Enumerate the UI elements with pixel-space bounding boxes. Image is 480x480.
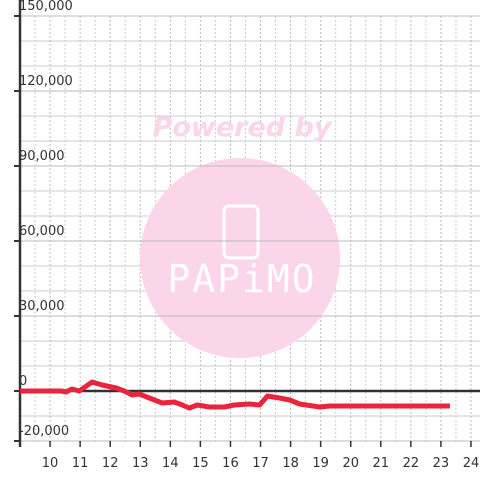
x-tick-label: 18 (282, 456, 299, 471)
x-tick-label: 10 (42, 456, 59, 471)
watermark: Powered by PAPiMO (140, 112, 340, 358)
watermark-brand: PAPiMO (167, 257, 316, 301)
x-tick-label: 12 (102, 456, 119, 471)
y-tick-label: 60,000 (19, 224, 65, 239)
x-tick-label: 14 (162, 456, 179, 471)
x-tick-label: 22 (403, 456, 420, 471)
data-line (20, 379, 450, 411)
x-tick-label: 15 (192, 456, 209, 471)
y-tick-label: 30,000 (19, 299, 65, 314)
x-tick-label: 13 (132, 456, 149, 471)
x-tick-label: 20 (342, 456, 359, 471)
watermark-caption: Powered by (153, 112, 333, 143)
x-tick-label: 11 (72, 456, 89, 471)
x-tick-label: 19 (312, 456, 329, 471)
y-tick-label: 120,000 (19, 74, 73, 89)
y-tick-label: -20,000 (19, 424, 69, 439)
x-tick-label: 21 (373, 456, 390, 471)
x-tick-label: 17 (252, 456, 269, 471)
y-tick-label: 90,000 (19, 149, 65, 164)
x-tick-label: 23 (433, 456, 450, 471)
x-tick-label: 24 (463, 456, 480, 471)
x-tick-label: 16 (222, 456, 239, 471)
y-tick-label: 0 (19, 374, 27, 389)
y-tick-label: 150,000 (19, 0, 73, 14)
